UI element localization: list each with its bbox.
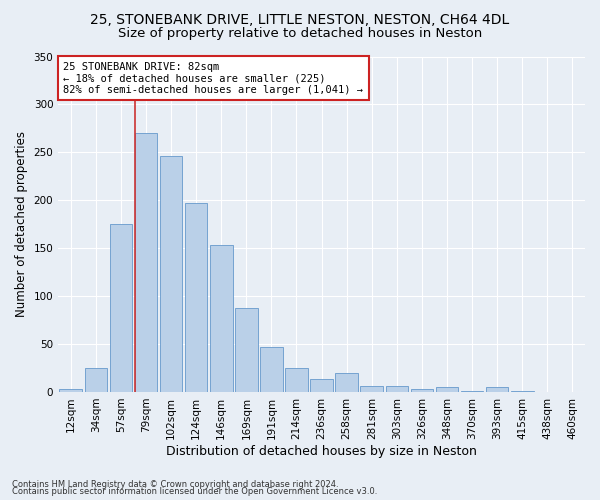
Bar (335, 373, 358, 392)
Bar (386, 386, 408, 392)
Bar (134, 133, 157, 392)
Bar (486, 387, 508, 392)
Text: 25 STONEBANK DRIVE: 82sqm
← 18% of detached houses are smaller (225)
82% of semi: 25 STONEBANK DRIVE: 82sqm ← 18% of detac… (64, 62, 364, 94)
Y-axis label: Number of detached properties: Number of detached properties (15, 131, 28, 317)
Bar (185, 203, 208, 392)
Bar (235, 308, 257, 392)
Bar (85, 368, 107, 392)
Bar (110, 224, 132, 392)
Bar (59, 389, 82, 392)
Bar (461, 391, 484, 392)
Bar (285, 368, 308, 392)
Text: Contains public sector information licensed under the Open Government Licence v3: Contains public sector information licen… (12, 488, 377, 496)
X-axis label: Distribution of detached houses by size in Neston: Distribution of detached houses by size … (166, 444, 477, 458)
Bar (511, 391, 533, 392)
Bar (160, 156, 182, 392)
Bar (410, 389, 433, 392)
Bar (436, 387, 458, 392)
Text: Contains HM Land Registry data © Crown copyright and database right 2024.: Contains HM Land Registry data © Crown c… (12, 480, 338, 489)
Text: Size of property relative to detached houses in Neston: Size of property relative to detached ho… (118, 28, 482, 40)
Bar (210, 246, 233, 392)
Bar (361, 386, 383, 392)
Bar (310, 380, 333, 392)
Text: 25, STONEBANK DRIVE, LITTLE NESTON, NESTON, CH64 4DL: 25, STONEBANK DRIVE, LITTLE NESTON, NEST… (91, 12, 509, 26)
Bar (260, 347, 283, 392)
